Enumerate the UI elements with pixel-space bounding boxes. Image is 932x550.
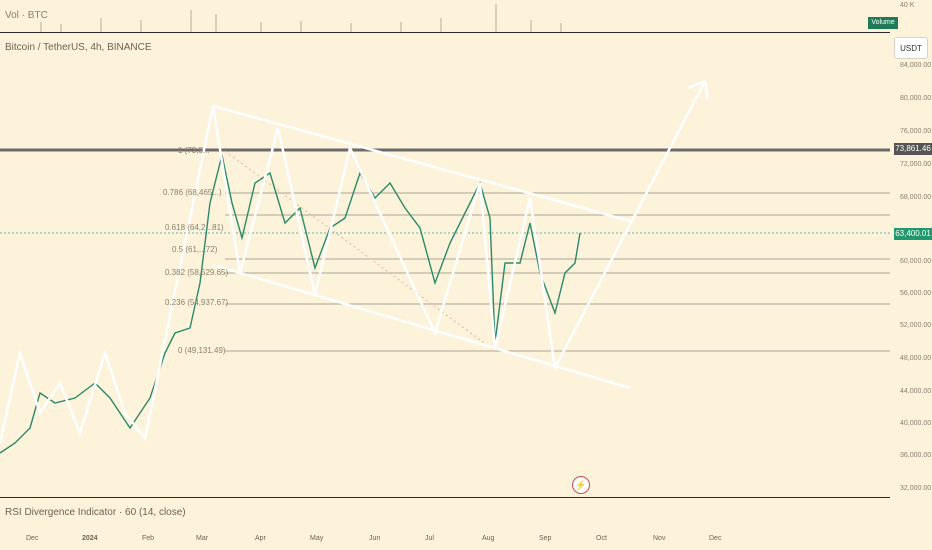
- time-tick: Dec: [26, 535, 39, 542]
- time-tick: 2024: [82, 535, 98, 542]
- price-tick: 56,000.00: [900, 290, 932, 297]
- price-tick: 44,000.00: [900, 388, 932, 395]
- volume-badge: Volume: [868, 17, 898, 29]
- volume-label: Vol · BTC: [5, 10, 48, 21]
- drawing-tools: [0, 79, 710, 444]
- price-tick: 60,000.00: [900, 258, 932, 265]
- fib-label-0236: 0.236 (54,937.67): [165, 298, 229, 307]
- price-tick: 80,000.00: [900, 95, 932, 102]
- currency-button[interactable]: USDT: [894, 37, 928, 59]
- price-tick: 40,000.00: [900, 420, 932, 427]
- main-chart[interactable]: [0, 33, 890, 498]
- fib-label-0382: 0.382 (58,529.65): [165, 268, 229, 277]
- symbol-title[interactable]: Bitcoin / TetherUS, 4h, BINANCE: [5, 42, 152, 53]
- price-tick: 84,000.00: [900, 62, 932, 69]
- time-tick: Mar: [196, 535, 209, 542]
- volume-bars: [40, 4, 562, 32]
- price-tick: 68,000.00: [900, 194, 932, 201]
- bolt-icon[interactable]: ⚡: [572, 476, 590, 494]
- price-tick: 52,000.00: [900, 322, 932, 329]
- price-tick: 36,000.00: [900, 452, 932, 459]
- time-tick: Apr: [255, 535, 266, 542]
- time-tick: Sep: [539, 535, 552, 542]
- current-price-tag: 63,400.01: [894, 228, 932, 240]
- price-path: [0, 154, 581, 454]
- rsi-indicator-label[interactable]: RSI Divergence Indicator · 60 (14, close…: [5, 507, 186, 518]
- price-tick: 32,000.00: [900, 485, 932, 492]
- time-tick: Jun: [369, 535, 381, 542]
- fib-label-0: 0 (49,131.49): [178, 346, 226, 355]
- fib-label-0786: 0.786 (68,465...): [163, 188, 222, 197]
- time-tick: Nov: [653, 535, 666, 542]
- pane-separator-top[interactable]: [0, 32, 890, 33]
- level-price-tag: 73,861.46: [894, 143, 932, 155]
- fib-label-1: 1 (73,8...: [178, 146, 210, 155]
- price-tick: 48,000.00: [900, 355, 932, 362]
- fib-levels: [225, 192, 890, 352]
- time-tick: May: [310, 535, 324, 542]
- time-tick: Oct: [596, 535, 607, 542]
- price-tick: 72,000.00: [900, 161, 932, 168]
- time-tick: Dec: [709, 535, 722, 542]
- fib-label-05: 0.5 (61,...72): [172, 245, 218, 254]
- fib-label-0618: 0.618 (64,2...81): [165, 223, 224, 232]
- pane-separator-bottom[interactable]: [0, 497, 890, 498]
- time-tick: Jul: [425, 535, 434, 542]
- price-tick: 76,000.00: [900, 128, 932, 135]
- fib-trendline: [224, 150, 496, 352]
- volume-top-tick: 40 K: [900, 2, 915, 9]
- time-tick: Feb: [142, 535, 155, 542]
- volume-pane: [0, 0, 890, 32]
- time-tick: Aug: [482, 535, 495, 542]
